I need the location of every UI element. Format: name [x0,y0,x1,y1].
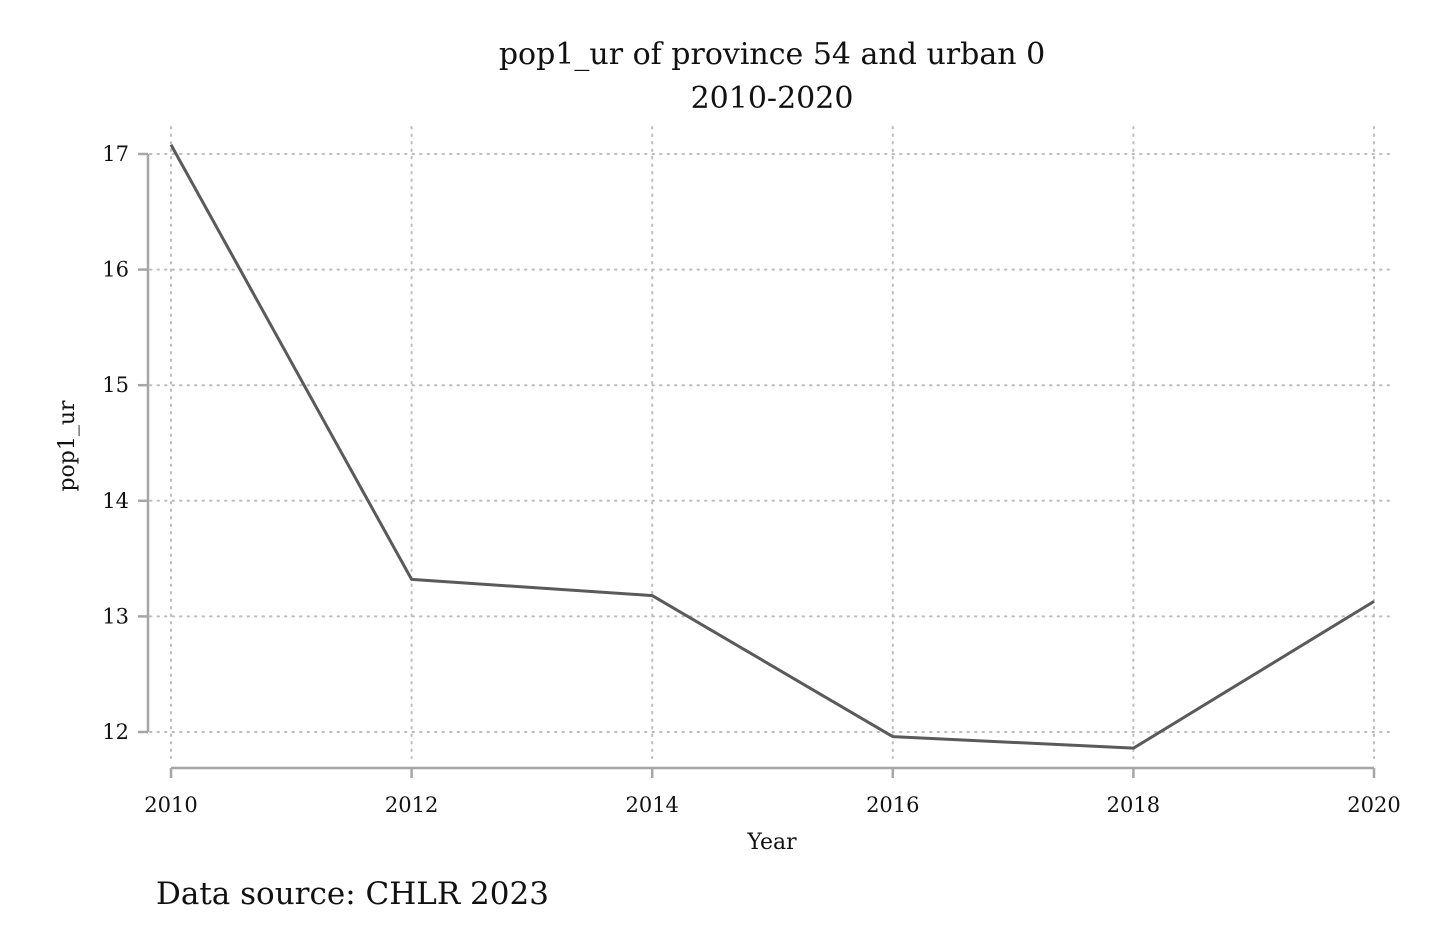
y-axis-label: pop1_ur [55,400,80,492]
x-axis-label: Year [746,830,797,855]
y-tick-label: 12 [102,720,129,744]
chart-title: pop1_ur of province 54 and urban 0 [499,37,1045,72]
x-tick-label: 2018 [1107,793,1160,817]
chart-subtitle: 2010-2020 [691,81,854,116]
y-tick-label: 15 [102,373,129,397]
data-source-note: Data source: CHLR 2023 [156,876,549,912]
y-tick-label: 14 [102,489,129,513]
x-tick-label: 2020 [1347,793,1400,817]
series-layer [169,144,1375,750]
x-tick-label: 2014 [625,793,678,817]
x-tick-label: 2010 [144,793,197,817]
x-tick-label: 2012 [385,793,438,817]
series-line [169,144,1375,750]
y-tick-label: 16 [102,258,129,282]
gridlines [149,126,1395,759]
y-tick-label: 17 [102,142,129,166]
axes [138,152,1376,778]
tick-labels: 12 13 14 15 16 17 2010 2012 2014 2016 2018 2020 [102,142,1400,817]
x-tick-label: 2016 [866,793,919,817]
y-tick-label: 13 [102,604,129,628]
